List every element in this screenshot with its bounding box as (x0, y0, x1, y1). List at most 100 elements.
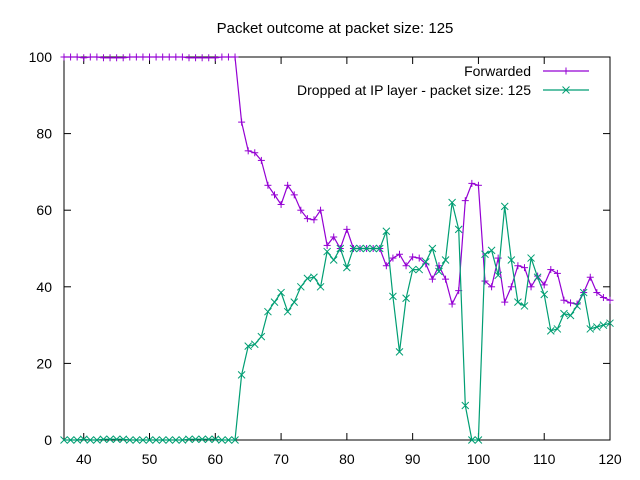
data-point (481, 277, 489, 285)
data-point (402, 294, 410, 303)
x-tick-label: 60 (208, 451, 224, 467)
data-point (546, 326, 555, 335)
series-layer (60, 53, 614, 444)
data-point (93, 436, 101, 444)
data-point (250, 340, 259, 349)
data-point (172, 53, 180, 61)
data-point (579, 288, 588, 297)
data-point (113, 54, 121, 62)
data-point (454, 225, 463, 234)
data-point (60, 53, 68, 61)
data-point (238, 118, 246, 126)
data-point (421, 258, 430, 266)
y-tick-label: 0 (44, 432, 52, 448)
data-point (442, 275, 450, 283)
data-point (533, 273, 542, 282)
legend-swatch-marker (562, 86, 570, 94)
data-point (488, 283, 496, 291)
data-point (73, 53, 81, 61)
y-tick-label: 80 (36, 126, 52, 142)
legend-label: Forwarded (464, 63, 531, 79)
data-point (330, 233, 338, 241)
data-point (277, 288, 285, 297)
x-tick-label: 50 (142, 451, 158, 467)
data-point (67, 53, 75, 61)
data-point (606, 296, 614, 304)
data-point (99, 54, 107, 62)
data-point (237, 371, 246, 379)
data-point (119, 54, 127, 62)
plot-frame (63, 56, 611, 441)
data-point (553, 269, 561, 277)
data-point (428, 275, 436, 283)
series-dropped-ip-layer (60, 198, 614, 444)
data-point (586, 325, 595, 333)
data-point (520, 264, 528, 272)
data-point (343, 225, 351, 233)
data-point (560, 296, 568, 304)
data-point (527, 254, 535, 262)
data-point (198, 435, 206, 444)
x-tick-label: 70 (273, 451, 289, 467)
data-point (99, 435, 108, 444)
y-tick-label: 60 (36, 202, 52, 218)
data-point (145, 436, 154, 444)
data-point (224, 436, 233, 444)
data-point (560, 309, 568, 318)
data-point (329, 256, 338, 264)
x-tick-label: 110 (533, 451, 556, 467)
data-point (606, 319, 614, 328)
data-point (139, 436, 147, 444)
data-point (461, 401, 470, 410)
data-point (198, 54, 206, 62)
data-point (152, 53, 160, 61)
data-point (435, 262, 443, 270)
data-point (356, 244, 364, 253)
data-point (514, 262, 522, 270)
data-point (487, 246, 496, 255)
data-point (86, 53, 94, 61)
y-tick-label: 100 (29, 49, 53, 65)
data-point (441, 256, 450, 264)
data-point (73, 436, 82, 444)
data-point (566, 311, 575, 320)
data-point (409, 253, 417, 261)
data-point (540, 281, 548, 289)
data-point (211, 435, 220, 444)
data-point (369, 244, 378, 253)
data-point (461, 197, 469, 205)
data-point (507, 256, 516, 264)
data-point (316, 282, 325, 291)
x-tick-label: 120 (598, 451, 622, 467)
data-point (264, 307, 272, 316)
data-point (520, 302, 529, 310)
data-point (132, 436, 141, 444)
data-point (218, 436, 226, 444)
data-point (119, 435, 128, 444)
data-point (382, 262, 390, 270)
data-point (395, 348, 404, 356)
data-point (567, 299, 575, 307)
data-point (66, 436, 75, 444)
legend-swatch-marker (562, 67, 570, 75)
series-line (64, 202, 611, 441)
data-point (112, 435, 121, 444)
data-point (257, 332, 266, 341)
data-point (547, 266, 555, 274)
data-point (158, 436, 167, 444)
axis-ticks: 40 50 60 70 80 90 100 110 120 0 20 40 60 80 100 (29, 49, 622, 467)
data-point (146, 53, 154, 61)
data-point (317, 206, 325, 214)
data-point (527, 283, 535, 291)
x-tick-label: 40 (76, 451, 92, 467)
data-point (283, 307, 292, 316)
data-point (395, 250, 403, 258)
data-point (448, 300, 456, 308)
x-tick-label: 90 (405, 451, 421, 467)
data-point (80, 54, 88, 62)
data-point (448, 198, 456, 207)
data-point (178, 53, 186, 61)
data-point (178, 436, 187, 444)
